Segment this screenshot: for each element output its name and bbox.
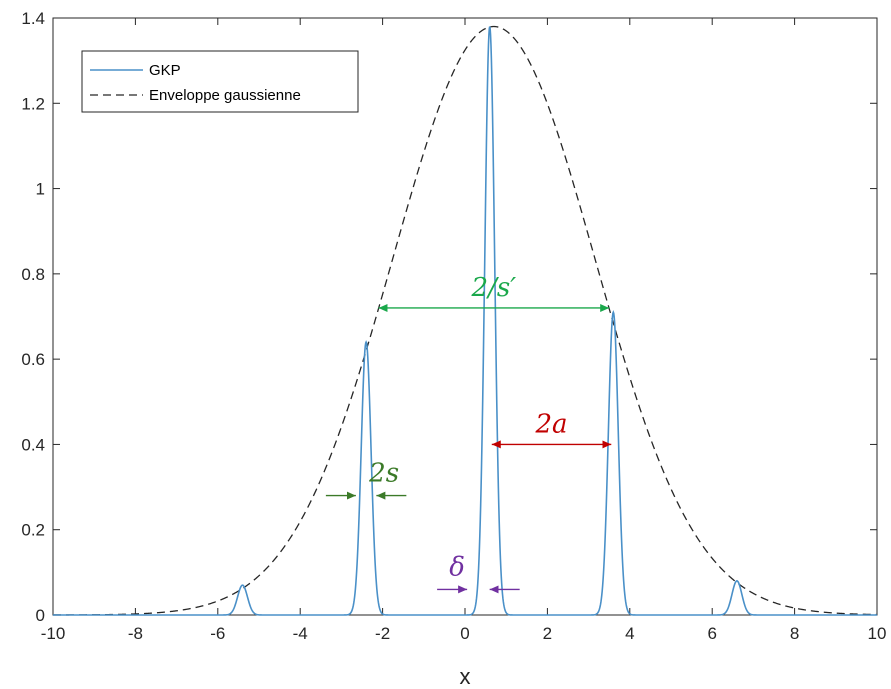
- annotations: 2/s′ 2a 2s δ: [325, 273, 612, 594]
- y-tick-label: 0: [36, 606, 45, 625]
- y-tick-label: 0.8: [21, 265, 45, 284]
- x-tick-label: 10: [868, 624, 887, 643]
- y-tick-label: 0.4: [21, 435, 45, 454]
- x-tick-label: -6: [210, 624, 225, 643]
- legend-gkp-label: GKP: [149, 62, 181, 79]
- annotation-label: 2a: [534, 409, 567, 439]
- plot-area: [52, 17, 878, 616]
- x-tick-label: 0: [460, 624, 469, 643]
- y-tick-label: 0.6: [21, 350, 45, 369]
- x-tick-label: -10: [41, 624, 66, 643]
- y-tick-label: 0.2: [21, 521, 45, 540]
- annotation-label: 2/s′: [471, 273, 517, 303]
- legend: GKP Enveloppe gaussienne: [81, 50, 359, 113]
- annotation-label: 2s: [368, 459, 399, 489]
- x-tick-label: 4: [625, 624, 634, 643]
- legend-envelope-label: Enveloppe gaussienne: [149, 87, 301, 104]
- x-tick-label: 6: [707, 624, 716, 643]
- y-tick-label: 1: [36, 180, 45, 199]
- x-tick-label: -4: [293, 624, 308, 643]
- tick-labels: -10 -8 -6 -4 -2 0 2 4 6 8 10 0 0.2 0.4 0.6 0.8 1 1.2 1.4: [21, 9, 886, 643]
- x-tick-label: -2: [375, 624, 390, 643]
- x-tick-label: 8: [790, 624, 799, 643]
- legend-box: [81, 50, 359, 113]
- x-tick-label: -8: [128, 624, 143, 643]
- annotation-label: δ: [449, 552, 465, 582]
- x-axis-title: x: [460, 664, 471, 689]
- series-gkp-line: [53, 26, 877, 616]
- x-tick-label: 2: [543, 624, 552, 643]
- y-tick-label: 1.2: [21, 94, 45, 113]
- y-tick-label: 1.4: [21, 9, 45, 28]
